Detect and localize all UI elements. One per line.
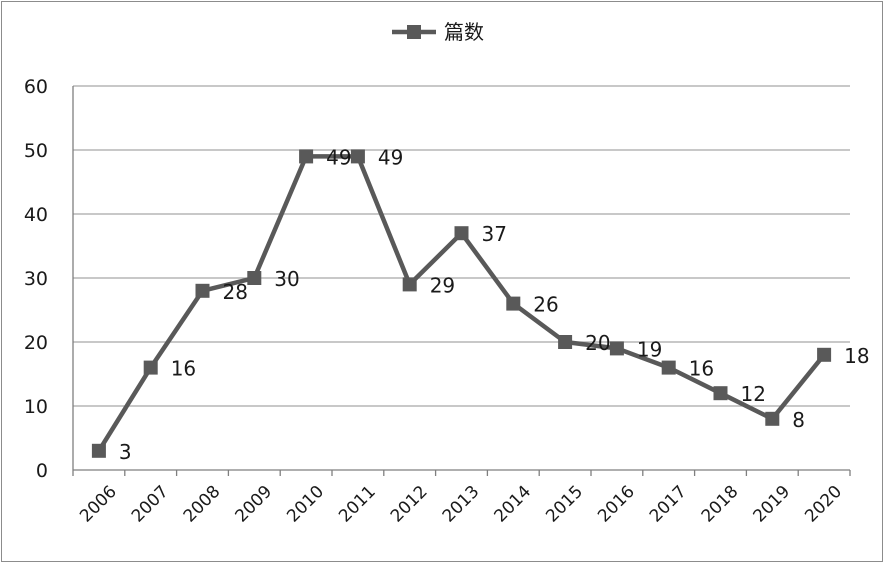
- data-point-marker: [661, 360, 676, 375]
- data-point-marker: [299, 149, 314, 164]
- x-tick-label: 2018: [698, 482, 743, 527]
- y-tick-label: 60: [24, 76, 48, 98]
- data-label: 30: [274, 267, 299, 291]
- data-point-marker: [817, 347, 832, 362]
- y-tick-label: 20: [24, 332, 48, 354]
- x-axis-ticks: 2006 2007 2008 2009 2010 2011 2012 2013 2014 2015…: [76, 482, 846, 527]
- data-label: 8: [792, 408, 805, 432]
- data-label: 19: [637, 337, 662, 361]
- data-label: 12: [741, 382, 766, 406]
- y-tick-label: 40: [24, 204, 48, 226]
- x-tick-label: 2012: [387, 482, 432, 527]
- x-tick-label: 2009: [232, 482, 277, 527]
- data-label: 49: [326, 145, 351, 169]
- data-label: 16: [171, 357, 196, 381]
- data-labels: 3 16 28 30 49 49 29 37 26 20 19 16 12 8 18: [119, 145, 870, 463]
- data-point-marker: [350, 149, 365, 164]
- y-tick-label: 10: [24, 396, 48, 418]
- x-tick-label: 2008: [180, 482, 225, 527]
- data-point-marker: [609, 341, 624, 356]
- data-point-marker: [247, 271, 262, 285]
- x-tick-label: 2020: [801, 482, 846, 527]
- x-tick-label: 2014: [491, 482, 536, 527]
- data-point-marker: [91, 443, 106, 458]
- legend-series-name: 篇数: [444, 20, 484, 44]
- x-tick-label: 2013: [439, 482, 484, 527]
- legend-marker-swatch: [407, 25, 421, 39]
- x-tick-label: 2017: [646, 482, 691, 527]
- data-label: 18: [844, 344, 869, 368]
- x-tick-label: 2015: [542, 482, 587, 527]
- gridlines: [73, 85, 850, 407]
- x-tick-label: 2016: [594, 482, 639, 527]
- y-tick-label: 30: [24, 268, 48, 290]
- data-point-marker: [454, 226, 469, 241]
- data-point-marker: [713, 386, 728, 401]
- data-point-marker: [143, 360, 158, 375]
- data-point-marker: [765, 411, 780, 426]
- data-point-marker: [195, 283, 210, 298]
- data-label: 28: [223, 280, 248, 304]
- x-tick-label: 2019: [750, 482, 795, 527]
- data-label: 37: [482, 222, 507, 246]
- y-tick-label: 50: [24, 140, 48, 162]
- data-label: 26: [533, 293, 558, 317]
- axes: [72, 86, 851, 476]
- x-tick-label: 2007: [128, 482, 173, 527]
- data-label: 3: [119, 440, 132, 464]
- x-tick-label: 2006: [76, 482, 121, 527]
- data-point-marker: [402, 277, 417, 292]
- data-point-marker: [506, 296, 521, 311]
- data-label: 49: [378, 145, 403, 169]
- data-label: 16: [689, 357, 714, 381]
- series-layer: [91, 149, 832, 458]
- y-tick-label: 0: [36, 460, 48, 482]
- x-tick-label: 2011: [335, 482, 380, 527]
- data-label: 20: [585, 331, 610, 355]
- x-tick-label: 2010: [283, 482, 328, 527]
- legend: 篇数: [392, 20, 484, 44]
- data-point-marker: [558, 335, 573, 349]
- data-label: 29: [430, 273, 455, 297]
- y-axis-ticks: 0 10 20 30 40 50 60: [24, 76, 48, 482]
